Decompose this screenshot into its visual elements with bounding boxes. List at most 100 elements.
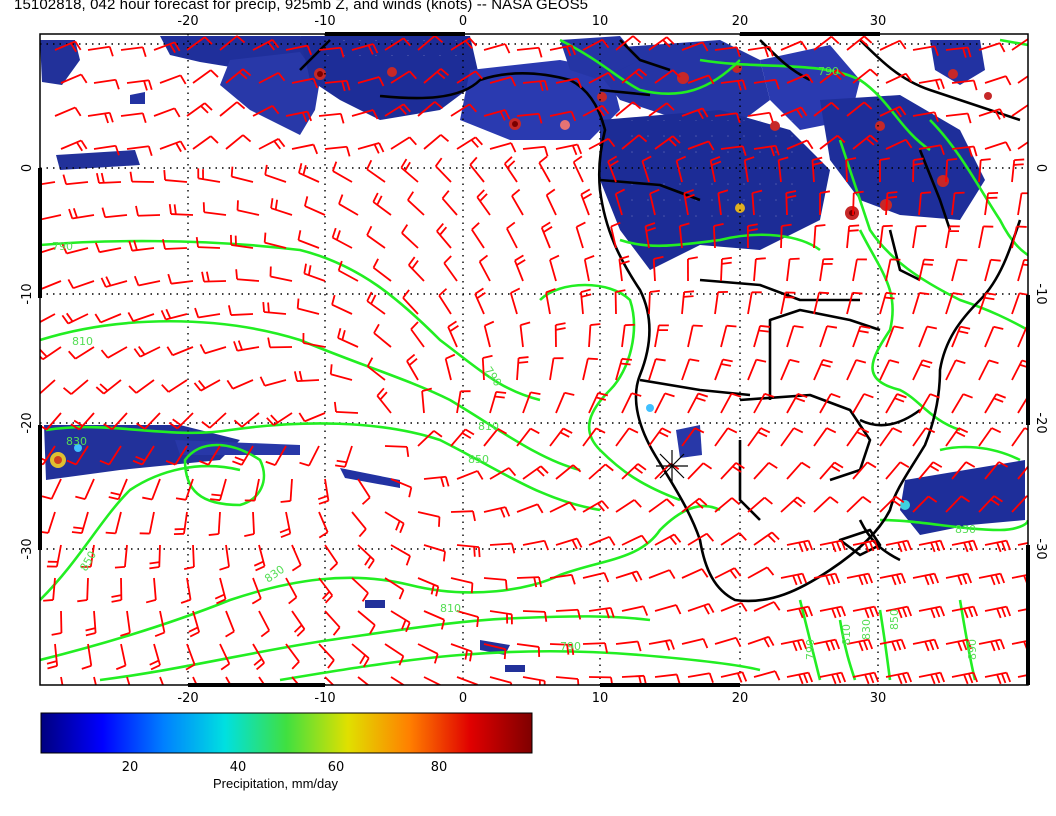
wind-barb (978, 572, 1006, 586)
wind-barb (514, 254, 526, 282)
wind-barb (384, 577, 405, 600)
wind-barb (610, 221, 621, 249)
wind-barb (390, 544, 411, 566)
wind-barb (747, 291, 762, 315)
wind-barb (95, 172, 122, 184)
wind-barb (66, 445, 89, 466)
wind-barb (456, 136, 483, 150)
wind-barb (95, 242, 122, 254)
wind-barb (852, 68, 879, 84)
wind-barb (161, 379, 188, 393)
lat-tick-left: -20 (20, 412, 35, 433)
wind-barb (654, 673, 681, 685)
wind-barb (70, 412, 95, 431)
wind-barb (780, 496, 806, 513)
wind-barb (819, 258, 834, 282)
wind-barb (540, 221, 553, 249)
wind-barb (1011, 495, 1028, 513)
wind-barb (780, 106, 808, 119)
wind-barb (417, 430, 443, 447)
wind-barb (270, 198, 293, 216)
wind-barb (747, 358, 767, 381)
wind-barb (885, 258, 901, 282)
wind-barb (376, 387, 392, 414)
wind-barb (438, 288, 452, 315)
wind-barb (687, 602, 715, 615)
wind-barb (100, 346, 128, 359)
wind-barb (506, 221, 518, 249)
wind-barb (811, 156, 823, 183)
wind-barb (54, 106, 82, 117)
wind-barb (43, 577, 56, 602)
wind-barb (503, 156, 518, 183)
wind-barb (918, 461, 943, 480)
wind-barb (687, 532, 715, 546)
wind-barb (357, 478, 371, 505)
wind-barb (879, 359, 900, 381)
wind-barb (1017, 258, 1028, 282)
wind-barb (1017, 542, 1028, 546)
wind-barb (780, 638, 808, 652)
wind-barb (549, 643, 575, 655)
wind-barb (94, 313, 122, 324)
wind-barb (615, 35, 642, 51)
wind-barb (978, 42, 1006, 53)
wind-barb (126, 79, 153, 91)
wind-barb (588, 676, 614, 685)
wind-barb (450, 643, 473, 662)
wind-barb (258, 71, 286, 84)
wind-barb (168, 204, 194, 216)
contour-label-890: 890 (966, 639, 979, 660)
wind-barb (687, 672, 714, 683)
wind-barb (331, 227, 353, 249)
wind-barb (516, 46, 543, 58)
wind-barb (555, 77, 583, 89)
wind-barb (476, 189, 491, 216)
wind-barb (918, 539, 946, 553)
wind-barb (885, 72, 913, 84)
wind-barb (46, 544, 62, 568)
wind-barb (180, 577, 192, 604)
wind-barb (421, 387, 433, 414)
wind-barb (852, 671, 880, 685)
contour-label-810: 810 (72, 335, 93, 348)
wind-barb (621, 68, 648, 84)
wind-barb (509, 287, 521, 315)
wind-barb (324, 79, 351, 92)
wind-barb (68, 208, 95, 220)
wind-barb (120, 610, 131, 637)
wind-barbs (40, 35, 1028, 685)
wind-barb (912, 225, 927, 249)
contour-label-810-se: 810 (840, 624, 853, 645)
lat-ticks-left: 0 -10 -20 -30 (20, 164, 35, 560)
wind-barb (852, 190, 864, 216)
wind-barb (984, 393, 1006, 414)
wind-barb (357, 76, 385, 87)
wind-barb (879, 427, 903, 447)
wind-barb (351, 643, 370, 668)
wind-barb (192, 69, 219, 84)
wind-barb (232, 445, 254, 466)
wind-barb (227, 305, 254, 316)
wind-barb (441, 190, 458, 216)
wind-barb (99, 445, 122, 466)
wind-barb (384, 37, 411, 51)
wind-barb (572, 155, 584, 183)
wind-barb (450, 103, 477, 117)
wind-barb (720, 532, 747, 546)
wind-barb (753, 324, 771, 348)
wind-barb (813, 101, 840, 117)
wind-barb (549, 357, 564, 381)
wind-barb (351, 511, 367, 538)
wind-barb (233, 340, 260, 352)
wind-barb (366, 291, 386, 315)
wind-barb (60, 139, 88, 152)
wind-barb (351, 43, 379, 55)
wind-barb (298, 412, 326, 423)
wind-barb (46, 643, 59, 670)
wind-barb (332, 161, 353, 183)
wind-barb (357, 676, 370, 685)
wind-barb (149, 643, 161, 671)
wind-barb (423, 475, 450, 488)
wind-barb (912, 45, 939, 56)
